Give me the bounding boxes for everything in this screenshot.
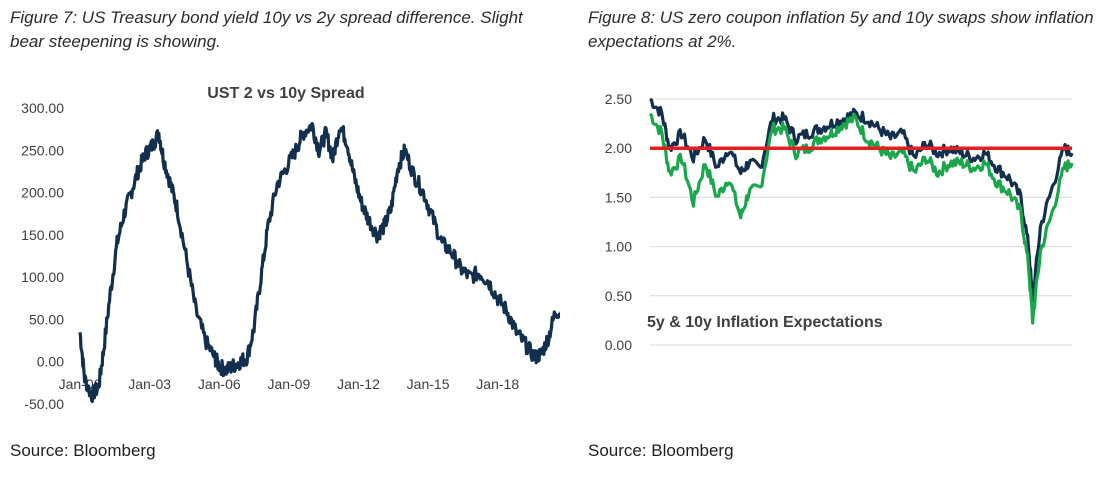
inflation-y-tick: 0.50 bbox=[605, 288, 632, 304]
spread-x-tick: Jan-12 bbox=[337, 376, 380, 392]
spread-chart: UST 2 vs 10y Spread 300.00 250.00 200.00 15… bbox=[21, 85, 560, 412]
spread-x-tick: Jan-03 bbox=[128, 376, 171, 392]
spread-x-tick: Jan-15 bbox=[407, 376, 450, 392]
inflation-10y-line bbox=[649, 97, 1074, 305]
inflation-y-tick: 0.00 bbox=[605, 337, 632, 353]
figure-8-caption: Figure 8: US zero coupon inflation 5y an… bbox=[588, 8, 1094, 51]
spread-x-tick: Jan-00 bbox=[59, 376, 102, 392]
spread-y-tick: 150.00 bbox=[21, 227, 64, 243]
inflation-y-tick: 2.00 bbox=[605, 140, 632, 156]
inflation-y-tick: 2.50 bbox=[605, 91, 632, 107]
spread-y-tick: 50.00 bbox=[29, 311, 64, 327]
inflation-chart: 2.50 2.00 1.50 1.00 0.50 0.00 5y & 10y Inflat… bbox=[605, 91, 1074, 353]
spread-x-tick: Jan-18 bbox=[476, 376, 519, 392]
spread-y-tick: 100.00 bbox=[21, 269, 64, 285]
spread-series-line bbox=[78, 122, 560, 404]
spread-y-tick: 300.00 bbox=[21, 100, 64, 116]
spread-y-tick: 0.00 bbox=[37, 354, 64, 370]
inflation-5y-line bbox=[648, 112, 1074, 325]
inflation-y-tick: 1.50 bbox=[605, 189, 632, 205]
inflation-y-tick: 1.00 bbox=[605, 239, 632, 255]
spread-y-tick: 250.00 bbox=[21, 142, 64, 158]
spread-chart-title: UST 2 vs 10y Spread bbox=[207, 85, 364, 102]
spread-y-tick: 200.00 bbox=[21, 185, 64, 201]
inflation-chart-title: 5y & 10y Inflation Expectations bbox=[647, 314, 883, 331]
spread-x-tick: Jan-09 bbox=[267, 376, 310, 392]
right-source-note: Source: Bloomberg bbox=[588, 441, 734, 460]
spread-x-tick: Jan-06 bbox=[198, 376, 241, 392]
spread-y-tick: -50.00 bbox=[24, 396, 64, 412]
figure-7-caption: Figure 7: US Treasury bond yield 10y vs … bbox=[10, 8, 523, 51]
left-source-note: Source: Bloomberg bbox=[10, 441, 156, 460]
